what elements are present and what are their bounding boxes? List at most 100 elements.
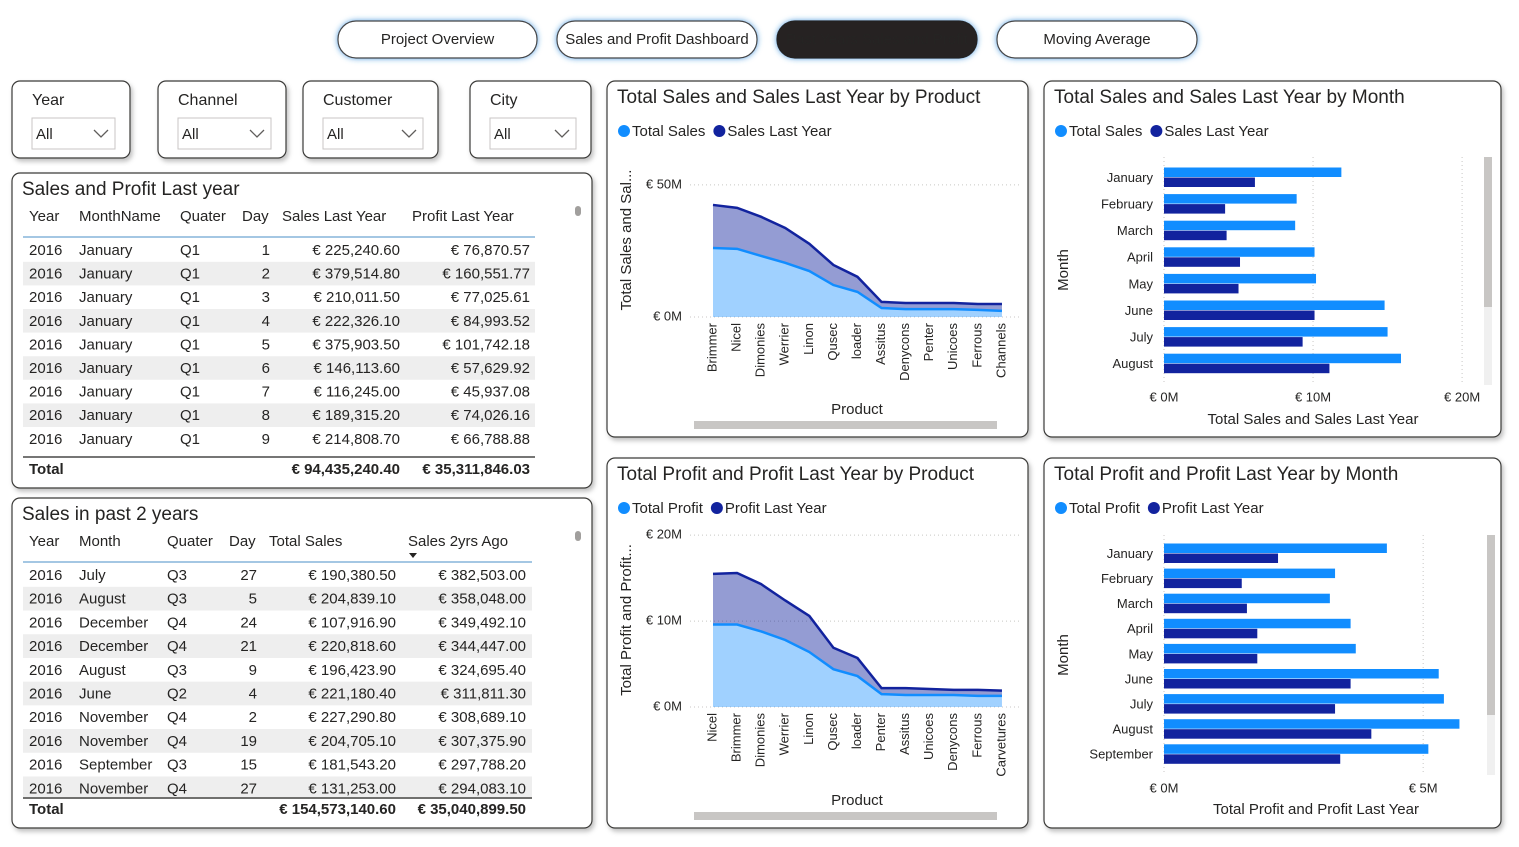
table-cell: 2016 — [29, 591, 62, 608]
line — [713, 623, 1002, 698]
legend-marker — [713, 125, 726, 137]
table-cell: 2016 — [29, 614, 62, 631]
y-tick-label: August — [1113, 722, 1154, 737]
table-cell: 2016 — [29, 336, 62, 353]
x-tick-label: Linon — [801, 323, 816, 355]
x-tick-label: Unicoes — [945, 323, 960, 370]
slicer-dropdown[interactable]: All — [31, 117, 116, 150]
table-cell: January — [79, 242, 133, 259]
table-cell: € 308,689.10 — [438, 709, 526, 726]
x-tick-label: Nicel — [704, 713, 719, 742]
nav-button-label[interactable]: Sales and Profit Dashboard — [565, 31, 748, 48]
table-cell: Q4 — [167, 638, 187, 655]
x-tick-label: Penter — [873, 712, 888, 751]
table-cell: € 311,811.30 — [441, 685, 526, 702]
table-cell: August — [79, 662, 127, 679]
table-cell: Q1 — [180, 266, 200, 283]
slicer-dropdown[interactable]: All — [322, 117, 424, 150]
y-tick-label: April — [1127, 250, 1153, 265]
table-cell: 21 — [240, 638, 257, 655]
table-cell: € 84,993.52 — [451, 313, 530, 330]
legend-label: Total Sales — [632, 123, 705, 140]
table-cell: € 227,290.80 — [308, 709, 396, 726]
x-axis-title: Product — [831, 792, 884, 809]
dropdown-box[interactable] — [177, 117, 272, 150]
table-cell: Q1 — [180, 336, 200, 353]
slicer-dropdown[interactable]: All — [177, 117, 272, 150]
slicer-label: Channel — [178, 92, 238, 109]
nav-button[interactable]: Project Overview — [337, 20, 538, 59]
table-cell: Q3 — [167, 591, 187, 608]
dropdown-box[interactable] — [489, 117, 577, 150]
table-cell: 2016 — [29, 757, 62, 774]
column-header: MonthName — [79, 208, 161, 225]
nav-button-bg — [337, 20, 538, 59]
dropdown-value[interactable]: All — [36, 126, 53, 143]
y-tick-label: € 10M — [646, 613, 682, 628]
table-cell: August — [79, 591, 127, 608]
y-tick-label: September — [1089, 747, 1153, 762]
dropdown-box[interactable] — [31, 117, 116, 150]
nav-button-label[interactable]: Past Years Sales and Profit — [786, 31, 969, 48]
dropdown-value[interactable]: All — [327, 126, 344, 143]
table-cell: Q4 — [167, 733, 187, 750]
y-axis-title: Total Sales and Sal... — [618, 170, 635, 311]
table-cell: 3 — [262, 289, 270, 306]
table-cell: € 77,025.61 — [451, 289, 530, 306]
table-cell: 27 — [240, 780, 257, 797]
dropdown-value[interactable]: All — [494, 126, 511, 143]
x-tick-label: Penter — [921, 322, 936, 361]
x-tick-label: € 20M — [1444, 389, 1480, 404]
legend-label: Total Sales — [1069, 123, 1142, 140]
table-cell: € 160,551.77 — [442, 266, 530, 283]
table-cell: € 196,423.90 — [308, 662, 396, 679]
dropdown-chevron — [401, 129, 417, 138]
dropdown-value[interactable]: All — [182, 126, 199, 143]
x-tick-label: Brimmer — [704, 322, 719, 372]
table-cell: 2016 — [29, 384, 62, 401]
nav-button[interactable]: Past Years Sales and Profit — [776, 20, 978, 59]
row-band — [23, 729, 532, 753]
x-tick-label: € 5M — [1409, 780, 1438, 795]
bar — [1164, 220, 1296, 231]
table-cell: € 204,839.10 — [308, 591, 396, 608]
table-cell: January — [79, 360, 133, 377]
table-cell: € 379,514.80 — [312, 266, 400, 283]
y-axis-title: Month — [1055, 249, 1072, 291]
legend-label: Total Profit — [632, 500, 704, 517]
total-value: € 154,573,140.60 — [279, 801, 396, 818]
table-cell: 2016 — [29, 733, 62, 750]
y-tick-label: July — [1130, 697, 1154, 712]
scrollbar-thumb — [575, 531, 581, 541]
area — [713, 624, 1002, 707]
table-cell: 19 — [240, 733, 257, 750]
table-cell: 2016 — [29, 266, 62, 283]
table-cell: 2 — [249, 709, 257, 726]
y-tick-label: May — [1128, 276, 1153, 291]
slicer-dropdown[interactable]: All — [489, 117, 577, 150]
table-cell: September — [79, 757, 152, 774]
table-cell: December — [79, 638, 148, 655]
dropdown-box[interactable] — [322, 117, 424, 150]
table-cell: € 220,818.60 — [308, 638, 396, 655]
table-cell: 2016 — [29, 242, 62, 259]
nav-button-label[interactable]: Project Overview — [381, 31, 495, 48]
table-cell: December — [79, 614, 148, 631]
column-header: Total Sales — [269, 533, 342, 550]
table-cell: June — [79, 685, 112, 702]
table-cell: € 181,543.20 — [308, 757, 396, 774]
nav-button[interactable]: Moving Average — [996, 20, 1198, 59]
legend-marker — [618, 125, 630, 137]
table-cell: November — [79, 733, 148, 750]
table-cell: Q1 — [180, 242, 200, 259]
column-header: Profit Last Year — [412, 208, 514, 225]
nav-button-label[interactable]: Moving Average — [1043, 31, 1150, 48]
sort-indicator — [409, 553, 417, 558]
y-axis-title: Month — [1055, 634, 1072, 676]
x-tick-label: Qusec — [825, 713, 840, 751]
nav-button[interactable]: Sales and Profit Dashboard — [556, 20, 758, 59]
legend-label: Sales Last Year — [727, 123, 831, 140]
x-tick-label: Brimmer — [729, 712, 744, 762]
table-cell: Q4 — [167, 709, 187, 726]
table-cell: 9 — [249, 662, 257, 679]
